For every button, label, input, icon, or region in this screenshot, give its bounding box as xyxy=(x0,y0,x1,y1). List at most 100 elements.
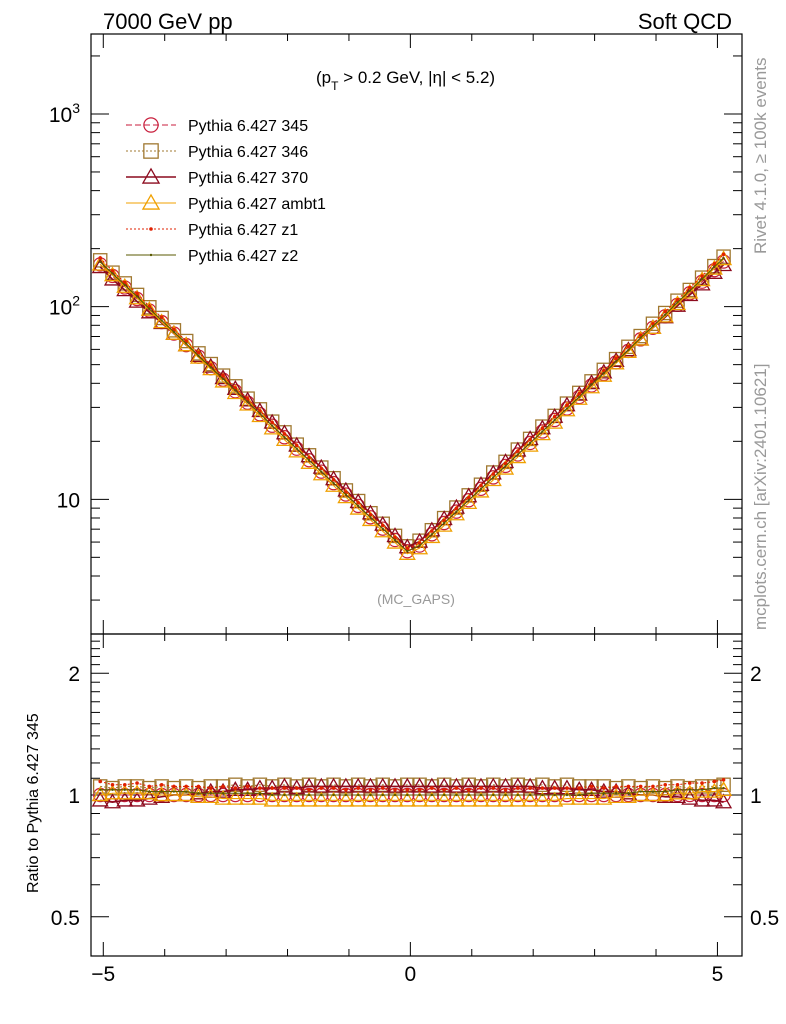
ratio-data-point xyxy=(614,792,618,795)
ratio-data-point xyxy=(98,779,103,784)
main-data-point xyxy=(700,274,704,278)
ratio-data-point xyxy=(356,786,360,790)
main-data-point xyxy=(196,350,201,355)
main-data-point xyxy=(722,257,725,260)
main-data-point xyxy=(405,546,410,551)
ratio-data-point xyxy=(614,784,618,789)
ratio-data-point xyxy=(466,788,471,792)
ratio-data-point xyxy=(712,779,717,784)
ratio-data-point xyxy=(572,779,587,794)
main-data-point xyxy=(492,476,495,479)
main-data-point xyxy=(700,278,704,281)
main-data-point xyxy=(386,527,404,543)
main-data-point xyxy=(246,400,249,404)
main-data-point xyxy=(460,487,478,503)
ratio-data-point xyxy=(700,781,704,785)
ratio-data-point xyxy=(91,786,109,802)
ratio-data-point xyxy=(221,792,225,795)
ratio-data-point xyxy=(147,784,152,789)
main-data-point xyxy=(349,493,367,509)
ratio-series-group xyxy=(91,777,733,809)
axis-ticks xyxy=(91,34,742,956)
ratio-series-4 xyxy=(98,778,726,792)
main-data-point xyxy=(337,488,355,504)
main-data-point xyxy=(300,447,318,463)
main-data-point xyxy=(541,430,544,433)
ratio-data-point xyxy=(140,784,158,800)
ratio-data-point xyxy=(521,791,539,807)
main-data-point xyxy=(337,481,355,497)
main-data-point xyxy=(578,395,581,399)
main-data-point xyxy=(552,414,557,419)
main-data-point xyxy=(91,255,109,271)
ratio-data-point xyxy=(189,788,208,803)
ratio-data-point xyxy=(442,788,446,792)
ratio-data-point xyxy=(191,780,206,796)
main-data-point xyxy=(374,522,392,538)
main-data-point xyxy=(406,550,409,553)
ratio-data-point xyxy=(546,791,564,807)
ratio-data-point xyxy=(349,791,367,807)
main-data-point xyxy=(312,465,330,481)
ratio-data-point xyxy=(294,786,299,790)
main-series-line xyxy=(99,253,724,550)
main-data-point xyxy=(447,505,465,521)
ratio-data-point xyxy=(196,784,201,789)
main-data-point xyxy=(664,313,667,316)
main-data-point xyxy=(540,426,545,430)
cuts-annotation: (pT > 0.2 GeV, |η| < 5.2) xyxy=(316,68,495,93)
ratio-data-point xyxy=(344,788,348,792)
ratio-data-point xyxy=(110,782,115,787)
legend-label: Pythia 6.427 z2 xyxy=(188,248,298,265)
main-data-point xyxy=(509,448,527,464)
main-data-point xyxy=(595,366,613,382)
main-y-tick-label: 102 xyxy=(49,293,80,320)
main-data-point xyxy=(288,442,306,458)
main-data-point xyxy=(294,443,299,448)
ratio-data-point xyxy=(307,788,311,792)
main-data-point xyxy=(472,475,490,491)
ratio-data-point xyxy=(435,791,453,807)
legend-marker xyxy=(149,227,153,231)
main-data-point xyxy=(214,372,232,388)
ratio-data-point xyxy=(140,789,158,805)
main-data-point xyxy=(596,362,612,378)
ratio-data-point xyxy=(656,788,674,803)
ratio-data-point xyxy=(103,793,122,809)
ratio-data-point xyxy=(627,792,630,795)
main-data-point xyxy=(116,277,134,293)
main-data-point xyxy=(320,470,323,473)
ratio-data-point xyxy=(713,786,716,790)
legend-entry-1: Pythia 6.427 346 xyxy=(126,143,308,161)
main-series-group xyxy=(91,249,733,560)
ratio-data-point xyxy=(99,788,102,792)
main-data-point xyxy=(331,478,336,482)
main-data-point xyxy=(484,471,502,487)
main-data-point xyxy=(516,449,520,453)
ratio-data-point xyxy=(496,791,515,807)
ratio-data-point xyxy=(258,792,262,795)
main-data-point xyxy=(160,319,163,322)
ratio-data-point xyxy=(337,791,355,807)
ratio-data-point xyxy=(533,791,551,807)
ratio-data-point xyxy=(275,791,294,807)
main-data-point xyxy=(325,470,343,486)
ratio-data-point xyxy=(570,789,588,805)
ratio-data-point xyxy=(251,789,269,805)
ratio-data-point xyxy=(540,786,545,790)
mcplots-label: mcplots.cern.ch [arXiv:2401.10621] xyxy=(751,364,770,630)
main-data-point xyxy=(528,437,532,442)
main-data-point xyxy=(602,371,606,375)
main-data-point xyxy=(411,532,429,548)
ratio-data-point xyxy=(423,791,441,807)
main-data-point xyxy=(221,373,225,378)
main-series-4 xyxy=(98,252,726,551)
ratio-data-point xyxy=(122,782,127,787)
ratio-data-point xyxy=(398,791,416,807)
ratio-data-point xyxy=(656,786,674,802)
ratio-data-point xyxy=(417,788,422,792)
ratio-data-point xyxy=(172,790,176,793)
main-data-point xyxy=(418,544,421,547)
main-data-point xyxy=(197,354,200,358)
ratio-data-point xyxy=(668,788,687,803)
